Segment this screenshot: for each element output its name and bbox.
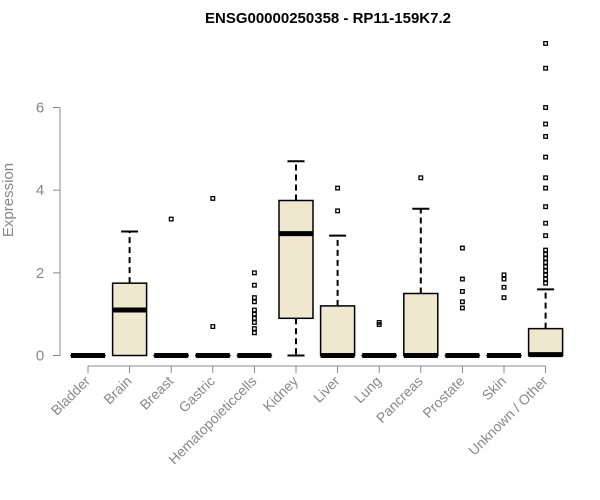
outlier-point [251, 295, 257, 301]
x-axis: Bladder Brain BreastGastricHematopoieticce… [48, 365, 551, 467]
outlier-point [251, 299, 257, 305]
outlier-point [543, 272, 549, 278]
x-tick-label: Breast [136, 373, 176, 413]
outlier-point [543, 204, 549, 210]
outlier-point [543, 154, 549, 160]
box-liver [319, 185, 356, 358]
outlier-point [376, 319, 382, 325]
outlier-point [418, 175, 424, 181]
x-tick-label: Unknown / Other [465, 373, 551, 459]
outlier-point [459, 305, 465, 311]
iqr-box [403, 292, 439, 357]
outlier-point [251, 319, 257, 325]
x-tick-label: Liver [310, 373, 343, 406]
outlier-point [335, 185, 341, 191]
iqr-box [319, 305, 356, 357]
outlier-point [543, 65, 549, 71]
box-prostate [444, 245, 481, 358]
outlier-point [251, 330, 257, 336]
outlier-point [459, 276, 465, 282]
y-tick-label: 4 [36, 182, 44, 199]
outlier-point [210, 195, 216, 201]
iqr-box [111, 282, 148, 357]
box-gastric [195, 195, 231, 358]
box-breast [153, 216, 189, 358]
outlier-point [335, 208, 341, 214]
x-tick-label: Kidney [260, 373, 302, 415]
outlier-point [459, 288, 465, 294]
box-unknown-other [527, 40, 564, 358]
x-tick-label: Bladder [48, 373, 94, 419]
outlier-point [543, 105, 549, 110]
outlier-point [251, 282, 257, 288]
y-axis-label: Expression [0, 163, 17, 237]
y-tick-label: 6 [36, 100, 44, 117]
outlier-point [543, 220, 549, 226]
outlier-point [543, 255, 549, 261]
outlier-point [251, 311, 257, 317]
outlier-point [543, 268, 549, 274]
outlier-point [543, 233, 549, 239]
x-tick-label: Lung [351, 373, 384, 406]
outlier-point [210, 324, 216, 330]
outlier-point [251, 270, 257, 276]
outlier-point [459, 245, 465, 251]
outlier-point [543, 133, 549, 139]
x-tick-label: Prostate [419, 373, 467, 421]
outlier-point [543, 121, 549, 127]
box-pancreas [403, 175, 439, 358]
outlier-point [459, 299, 465, 305]
outlier-point [501, 276, 507, 282]
outlier-point [543, 260, 549, 265]
box-kidney [278, 160, 314, 357]
x-tick-label: Skin [479, 373, 510, 404]
chart-title: ENSG00000250358 - RP11-159K7.2 [205, 10, 451, 27]
boxes-group [70, 40, 564, 358]
box-brain [111, 230, 148, 357]
iqr-box [527, 327, 564, 357]
box-skin [486, 272, 522, 358]
outlier-point [501, 284, 507, 290]
box-hematopoieticcells [236, 270, 273, 358]
outlier-point [543, 264, 549, 270]
outlier-point [251, 307, 257, 313]
box-lung [361, 319, 397, 358]
outlier-point [543, 280, 549, 286]
iqr-box [278, 199, 314, 320]
outlier-point [168, 216, 174, 222]
outlier-point [251, 315, 257, 321]
outlier-point [501, 295, 507, 301]
outlier-point [543, 276, 549, 282]
x-tick-label: Brain [100, 373, 134, 407]
outlier-point [543, 185, 549, 191]
outlier-point [543, 247, 549, 253]
outlier-point [543, 175, 549, 181]
y-tick-label: 0 [36, 348, 44, 365]
outlier-point [543, 251, 549, 257]
y-tick-label: 2 [36, 265, 44, 282]
y-axis: 0 2 4 6 [36, 100, 61, 365]
outlier-point [251, 326, 257, 332]
outlier-point [543, 40, 549, 46]
outlier-point [501, 272, 507, 278]
